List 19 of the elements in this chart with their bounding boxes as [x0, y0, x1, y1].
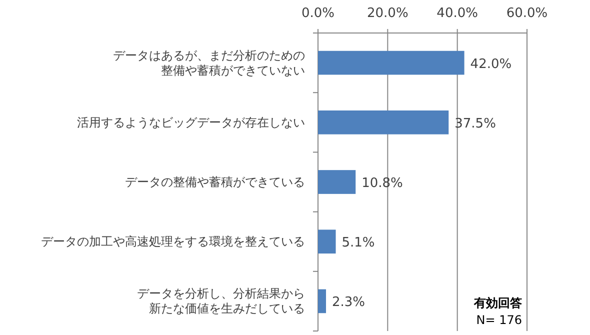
data-label: 2.3% — [332, 295, 366, 310]
x-tick-label: 60.0% — [506, 6, 548, 21]
y-tick-label: データはあるが、まだ分析のための整備や蓄積ができていない — [113, 48, 305, 78]
x-tick-label: 20.0% — [367, 6, 408, 21]
bar — [318, 110, 449, 134]
bar — [318, 289, 326, 314]
bar — [318, 170, 356, 194]
y-tick-label: データを分析し、分析結果から新たな価値を生みだしている — [137, 286, 305, 316]
y-tick-label: データの整備や蓄積ができている — [125, 175, 305, 189]
bar — [318, 230, 336, 254]
y-tick-label: 活用するようなビッグデータが存在しない — [77, 115, 305, 130]
bar — [318, 50, 464, 75]
annotation: N= 176 — [476, 313, 522, 327]
y-tick-label: データの加工や高速処理をする環境を整えている — [41, 234, 305, 249]
data-label: 42.0% — [470, 56, 512, 72]
annotation: 有効回答 — [473, 296, 523, 310]
data-label: 5.1% — [342, 236, 375, 251]
x-tick-label: 0.0% — [301, 6, 335, 21]
x-tick-label: 40.0% — [436, 6, 478, 21]
